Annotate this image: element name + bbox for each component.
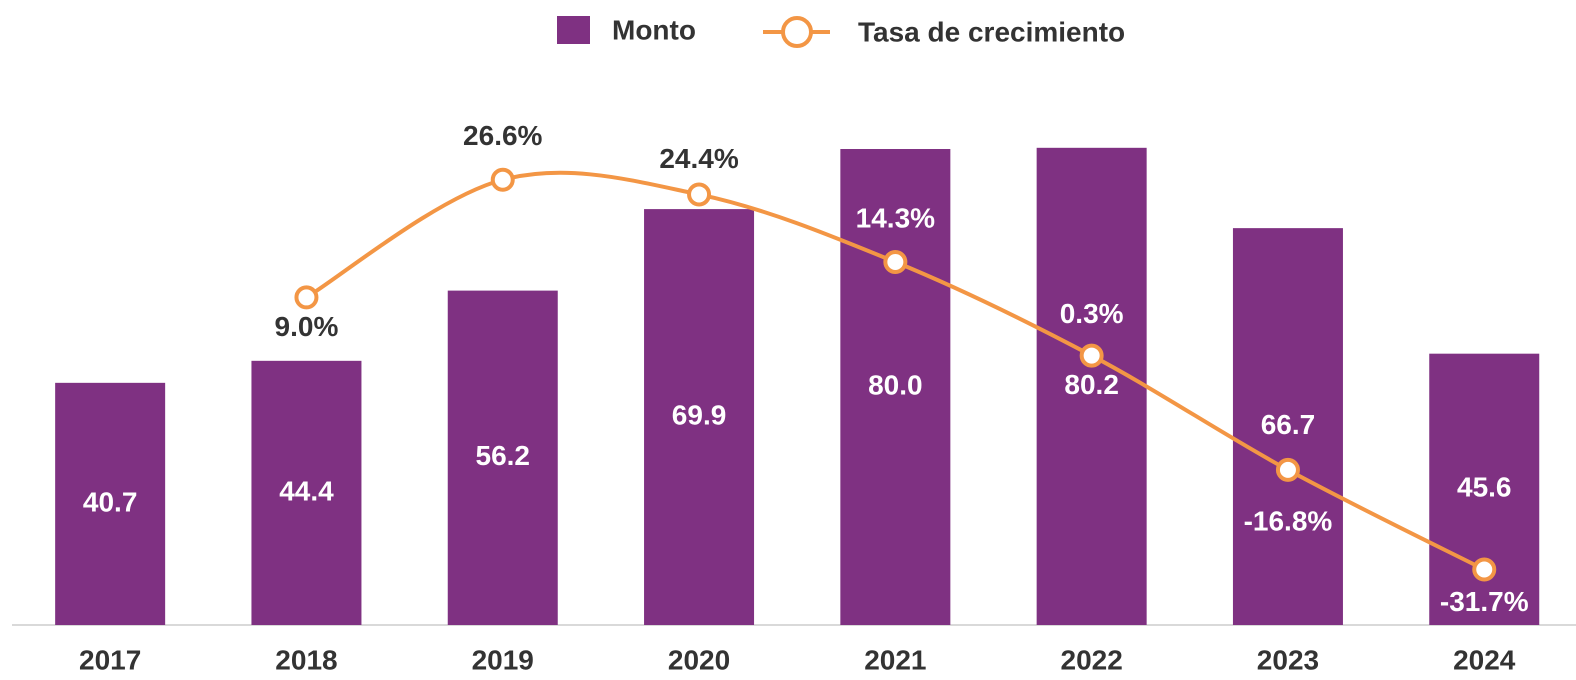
bar (840, 149, 951, 625)
x-tick-label: 2023 (1257, 644, 1319, 675)
legend-swatch (557, 16, 590, 44)
bar-label: 40.7 (83, 486, 138, 517)
line-label: 14.3% (856, 202, 935, 233)
bar (251, 360, 362, 625)
x-tick-label: 2022 (1061, 644, 1123, 675)
line-label: 24.4% (659, 143, 738, 174)
line-marker (1472, 557, 1497, 582)
line-marker (294, 285, 319, 310)
bar-label: 80.0 (868, 369, 923, 400)
legend-label: Tasa de crecimiento (858, 16, 1125, 47)
line-label: 0.3% (1060, 298, 1124, 329)
line-marker (490, 167, 515, 192)
line-marker (883, 249, 908, 274)
line-label: -31.7% (1440, 586, 1529, 617)
line-marker (1079, 343, 1104, 368)
bar-label: 80.2 (1064, 369, 1119, 400)
bar-label: 56.2 (476, 440, 531, 471)
legend: Monto Tasa de crecimiento (557, 14, 1125, 48)
line-label: 9.0% (275, 311, 339, 342)
x-tick-label: 2017 (79, 644, 141, 675)
line-label: -16.8% (1244, 505, 1333, 536)
bar-label: 66.7 (1261, 409, 1316, 440)
bar (447, 290, 558, 625)
x-tick-label: 2021 (864, 644, 926, 675)
bar (644, 209, 755, 625)
x-tick-label: 2018 (275, 644, 337, 675)
bar-label: 44.4 (279, 475, 334, 506)
bar (1232, 228, 1343, 625)
line-label: 26.6% (463, 120, 542, 151)
bar (55, 382, 166, 625)
x-tick-label: 2020 (668, 644, 730, 675)
legend-label: Monto (612, 14, 696, 45)
x-tick-label: 2024 (1453, 644, 1516, 675)
bar-label: 69.9 (672, 399, 727, 430)
legend-marker (781, 16, 813, 48)
bar (1036, 147, 1147, 625)
bar-label: 45.6 (1457, 472, 1512, 503)
line-marker (687, 182, 712, 207)
x-tick-label: 2019 (472, 644, 534, 675)
line-marker (1275, 457, 1300, 482)
